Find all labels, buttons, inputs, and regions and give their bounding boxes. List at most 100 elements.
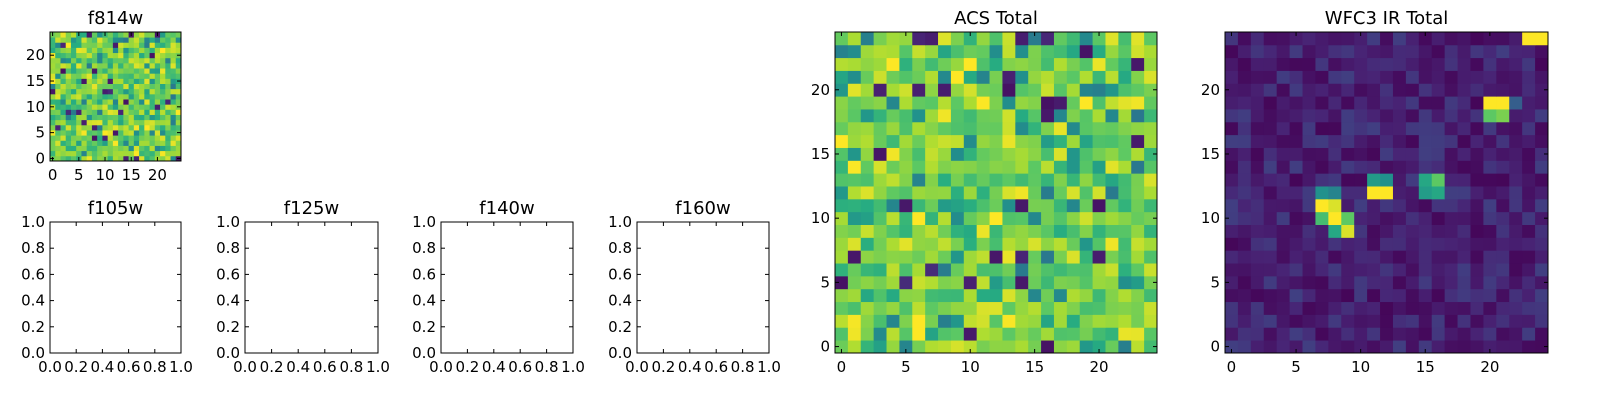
heatmap-cell <box>76 130 82 136</box>
heatmap-cell <box>912 340 926 354</box>
heatmap-cell <box>81 124 88 131</box>
heatmap-cell <box>86 73 93 79</box>
heatmap-cell <box>1237 134 1252 148</box>
heatmap-cell <box>1053 186 1068 200</box>
heatmap-cell <box>1444 314 1458 328</box>
heatmap-cell <box>963 32 978 46</box>
heatmap-cell <box>989 160 1003 174</box>
heatmap-cell <box>1302 160 1316 174</box>
heatmap-cell <box>1457 109 1471 123</box>
heatmap-cell <box>1015 314 1029 328</box>
heatmap-cell <box>1015 160 1029 174</box>
heatmap-cell <box>912 121 926 136</box>
heatmap-cell <box>1496 237 1510 251</box>
heatmap-cell <box>1053 301 1068 315</box>
heatmap-cell <box>65 130 72 136</box>
heatmap-cell <box>165 150 171 157</box>
heatmap-cell <box>81 104 88 110</box>
heatmap-cell <box>1431 224 1446 238</box>
heatmap-cell <box>1225 70 1239 84</box>
heatmap-cell <box>1535 314 1549 328</box>
heatmap-cell <box>123 73 129 79</box>
heatmap-cell <box>1250 224 1265 238</box>
heatmap-cell <box>60 130 67 136</box>
heatmap-cell <box>1509 263 1523 277</box>
heatmap-cell <box>133 140 140 146</box>
heatmap-cell <box>976 237 990 251</box>
heatmap-cell <box>1302 301 1316 315</box>
heatmap-cell <box>1015 83 1029 97</box>
heatmap-cell <box>1354 109 1368 123</box>
heatmap-cell <box>65 93 72 100</box>
heatmap-cell <box>154 114 161 121</box>
heatmap-cell <box>1263 173 1278 187</box>
heatmap-cell <box>976 211 990 225</box>
heatmap-cell <box>1302 96 1316 110</box>
heatmap-cell <box>835 301 849 315</box>
heatmap-cell <box>1522 70 1536 84</box>
heatmap-cell <box>886 32 900 46</box>
heatmap-cell <box>1002 57 1016 71</box>
heatmap-cell <box>144 104 150 110</box>
heatmap-cell <box>925 134 939 148</box>
heatmap-cell <box>1341 134 1355 148</box>
heatmap-cell <box>139 47 145 54</box>
heatmap-cell <box>70 42 77 48</box>
x-tick-label: 15 <box>1025 358 1044 376</box>
heatmap-cell <box>925 160 939 174</box>
heatmap-cell <box>65 99 72 105</box>
heatmap-cell <box>144 109 150 115</box>
heatmap-cell <box>55 68 61 74</box>
heatmap-cell <box>950 83 965 97</box>
heatmap-cell <box>1066 83 1081 97</box>
heatmap-cell <box>912 275 926 290</box>
heatmap-cell <box>55 124 61 131</box>
heatmap-cell <box>1015 288 1029 303</box>
heatmap-cell <box>102 52 109 59</box>
heatmap-cell <box>175 83 182 90</box>
heatmap-cell <box>1328 96 1342 110</box>
heatmap-cell <box>86 83 93 90</box>
heatmap-cell <box>1276 211 1290 225</box>
heatmap-cell <box>165 52 171 59</box>
heatmap-cell <box>1315 121 1329 136</box>
heatmap-cell <box>1367 263 1381 277</box>
y-tick-label: 0.8 <box>608 239 632 257</box>
heatmap-cell <box>1509 96 1523 110</box>
heatmap-cell <box>1522 263 1536 277</box>
heatmap-cell <box>76 73 82 79</box>
heatmap-cell <box>1066 32 1081 46</box>
heatmap-cell <box>1276 32 1290 46</box>
heatmap-cell <box>835 70 849 84</box>
heatmap-cell <box>1144 250 1158 264</box>
heatmap-cell <box>1105 147 1119 161</box>
heatmap-cell <box>1118 57 1132 71</box>
heatmap-cell <box>123 88 129 95</box>
heatmap-cell <box>97 109 103 115</box>
heatmap-cell <box>76 124 82 131</box>
heatmap-cell <box>91 150 98 157</box>
heatmap-cell <box>1444 224 1458 238</box>
heatmap-cell <box>112 57 119 64</box>
heatmap-cell <box>1092 57 1106 71</box>
heatmap-cell <box>1302 121 1316 136</box>
heatmap-cell <box>1405 314 1420 328</box>
heatmap-cell <box>1041 186 1055 200</box>
heatmap-cell <box>1418 314 1433 328</box>
heatmap-cell <box>1380 44 1394 59</box>
heatmap-cell <box>70 104 77 110</box>
heatmap-cell <box>1483 263 1497 277</box>
heatmap-cell <box>139 114 145 121</box>
heatmap-cell <box>60 109 67 115</box>
y-tick-label: 0.8 <box>216 239 240 257</box>
heatmap-cell <box>1053 314 1068 328</box>
heatmap-cell <box>1535 109 1549 123</box>
heatmap-cell <box>1535 134 1549 148</box>
heatmap-cell <box>1354 96 1368 110</box>
heatmap-cell <box>1380 327 1394 341</box>
heatmap-cell <box>139 145 145 152</box>
heatmap-cell <box>1483 224 1497 238</box>
heatmap-cell <box>1354 57 1368 71</box>
heatmap-cell <box>1457 224 1471 238</box>
heatmap-cell <box>112 124 119 131</box>
